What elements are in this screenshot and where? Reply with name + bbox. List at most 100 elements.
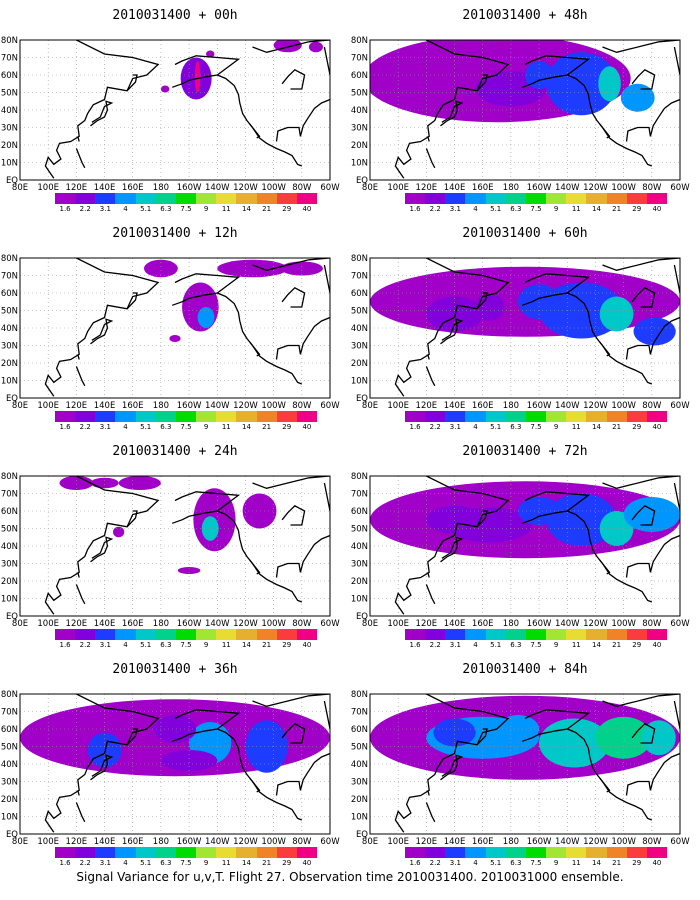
colorbar-label: 40 <box>652 423 662 431</box>
lat-tick-label: 70N <box>351 490 368 500</box>
colorbar-swatch <box>505 629 526 640</box>
colorbar <box>55 629 318 640</box>
coastline <box>440 100 464 127</box>
colorbar-swatch <box>626 193 647 204</box>
map-panel: 2010031400 + 12h 80E 100E 120E 140E 160E 180 16… <box>0 218 350 436</box>
colorbar-label: 9 <box>203 859 209 867</box>
lon-tick-label: 120W <box>233 183 258 193</box>
lat-tick-label: 70N <box>1 490 18 500</box>
colorbar-label: 6.3 <box>510 641 522 649</box>
map-panel: 2010031400 + 60h 80E 100E 120E 140E 160E 180 16… <box>350 218 700 436</box>
colorbar-label: 1.6 <box>409 859 421 867</box>
lon-tick-label: 160E <box>122 401 144 411</box>
coastline <box>521 709 591 742</box>
coastline <box>249 123 261 139</box>
lat-tick-label: 40N <box>1 542 18 552</box>
coastline <box>425 366 436 387</box>
lat-tick-label: 20N <box>1 795 18 805</box>
lat-tick-label: 70N <box>1 272 18 282</box>
lat-tick-label: 30N <box>1 342 18 352</box>
lat-tick-label: 60N <box>351 507 368 517</box>
lat-tick-label: 40N <box>1 106 18 116</box>
lat-tick-label: 60N <box>351 289 368 299</box>
lon-tick-label: 80E <box>362 401 378 411</box>
lat-tick-label: 80N <box>1 690 18 700</box>
lon-tick-label: 160E <box>472 837 494 847</box>
coastline <box>599 341 611 357</box>
coastline <box>90 536 114 563</box>
colorbar-labels: 1.6 2.2 3.1 4 5.1 6.3 7.5 9 11 14 21 29 40 <box>405 205 667 215</box>
colorbar-label: 1.6 <box>409 205 421 213</box>
colorbar-swatch <box>566 411 587 422</box>
colorbar-label: 6.3 <box>510 205 522 213</box>
lat-tick-label: 80N <box>1 472 18 482</box>
lat-tick-label: 10N <box>1 377 18 387</box>
colorbar-swatch <box>525 629 547 640</box>
colorbar-label: 2.2 <box>79 423 91 431</box>
colorbar-swatch <box>75 629 96 640</box>
lon-tick-label: 180 <box>503 837 519 847</box>
variance-contour <box>118 476 161 490</box>
colorbar-swatch <box>256 847 277 858</box>
lat-tick-label: EQ <box>356 830 368 840</box>
lon-tick-label: 160W <box>527 619 552 629</box>
colorbar-swatch <box>115 193 136 204</box>
colorbar-label: 29 <box>632 423 642 431</box>
coastline <box>673 46 680 76</box>
colorbar-labels: 1.6 2.2 3.1 4 5.1 6.3 7.5 9 11 14 21 29 40 <box>55 205 317 215</box>
colorbar-swatch <box>525 193 547 204</box>
lat-tick-label: 30N <box>351 342 368 352</box>
coastline <box>126 74 138 92</box>
lon-tick-label: 100E <box>37 837 59 847</box>
colorbar-label: 29 <box>282 205 292 213</box>
map-frame <box>369 257 681 399</box>
colorbar-label: 9 <box>553 641 559 649</box>
lon-tick-label: 80E <box>12 837 28 847</box>
colorbar-label: 7.5 <box>530 205 542 213</box>
map-panel: 2010031400 + 36h 80E 100E 120E 140E 160E 180 16… <box>0 654 350 872</box>
colorbar-label: 29 <box>632 859 642 867</box>
colorbar-label: 2.2 <box>79 859 91 867</box>
colorbar-label: 11 <box>221 205 231 213</box>
colorbar-swatch <box>606 193 627 204</box>
colorbar-swatch <box>236 629 257 640</box>
colorbar-swatch <box>196 629 217 640</box>
lat-tick-label: 60N <box>1 71 18 81</box>
colorbar <box>405 847 668 858</box>
lat-tick-label: 30N <box>351 124 368 134</box>
lon-tick-label: 140E <box>94 619 116 629</box>
lon-tick-label: 120W <box>233 619 258 629</box>
panel-title: 2010031400 + 24h <box>112 444 238 459</box>
colorbar-label: 9 <box>553 859 559 867</box>
colorbar-swatch <box>75 847 96 858</box>
lat-tick-label: 30N <box>1 778 18 788</box>
colorbar-label: 9 <box>203 641 209 649</box>
colorbar-swatch <box>445 411 466 422</box>
lon-tick-label: 140W <box>555 183 580 193</box>
colorbar-swatch <box>196 411 217 422</box>
lon-tick-label: 80E <box>12 619 28 629</box>
colorbar-label: 29 <box>632 641 642 649</box>
lon-tick-label: 80W <box>642 183 662 193</box>
lon-tick-label: 140W <box>555 837 580 847</box>
lon-tick-label: 160E <box>472 401 494 411</box>
colorbar-swatch <box>465 629 486 640</box>
colorbar-swatch <box>155 411 176 422</box>
coastline <box>77 136 80 142</box>
coastline <box>631 723 656 744</box>
lon-tick-label: 140W <box>555 619 580 629</box>
colorbar-label: 40 <box>302 205 312 213</box>
coastline <box>631 505 656 526</box>
colorbar-swatch <box>296 847 318 858</box>
colorbar-swatch <box>586 847 607 858</box>
colorbar-label: 40 <box>302 641 312 649</box>
map-plot: 80E 100E 120E 140E 160E 180 160W 140W 120W 100W 80… <box>1 690 340 847</box>
colorbar-swatch <box>465 193 486 204</box>
colorbar-swatch <box>115 847 136 858</box>
coastline <box>440 318 464 345</box>
coastline <box>252 694 330 707</box>
coastline <box>281 723 306 744</box>
lat-tick-label: 10N <box>1 595 18 605</box>
colorbar-swatch <box>95 629 116 640</box>
coastline <box>673 482 680 512</box>
